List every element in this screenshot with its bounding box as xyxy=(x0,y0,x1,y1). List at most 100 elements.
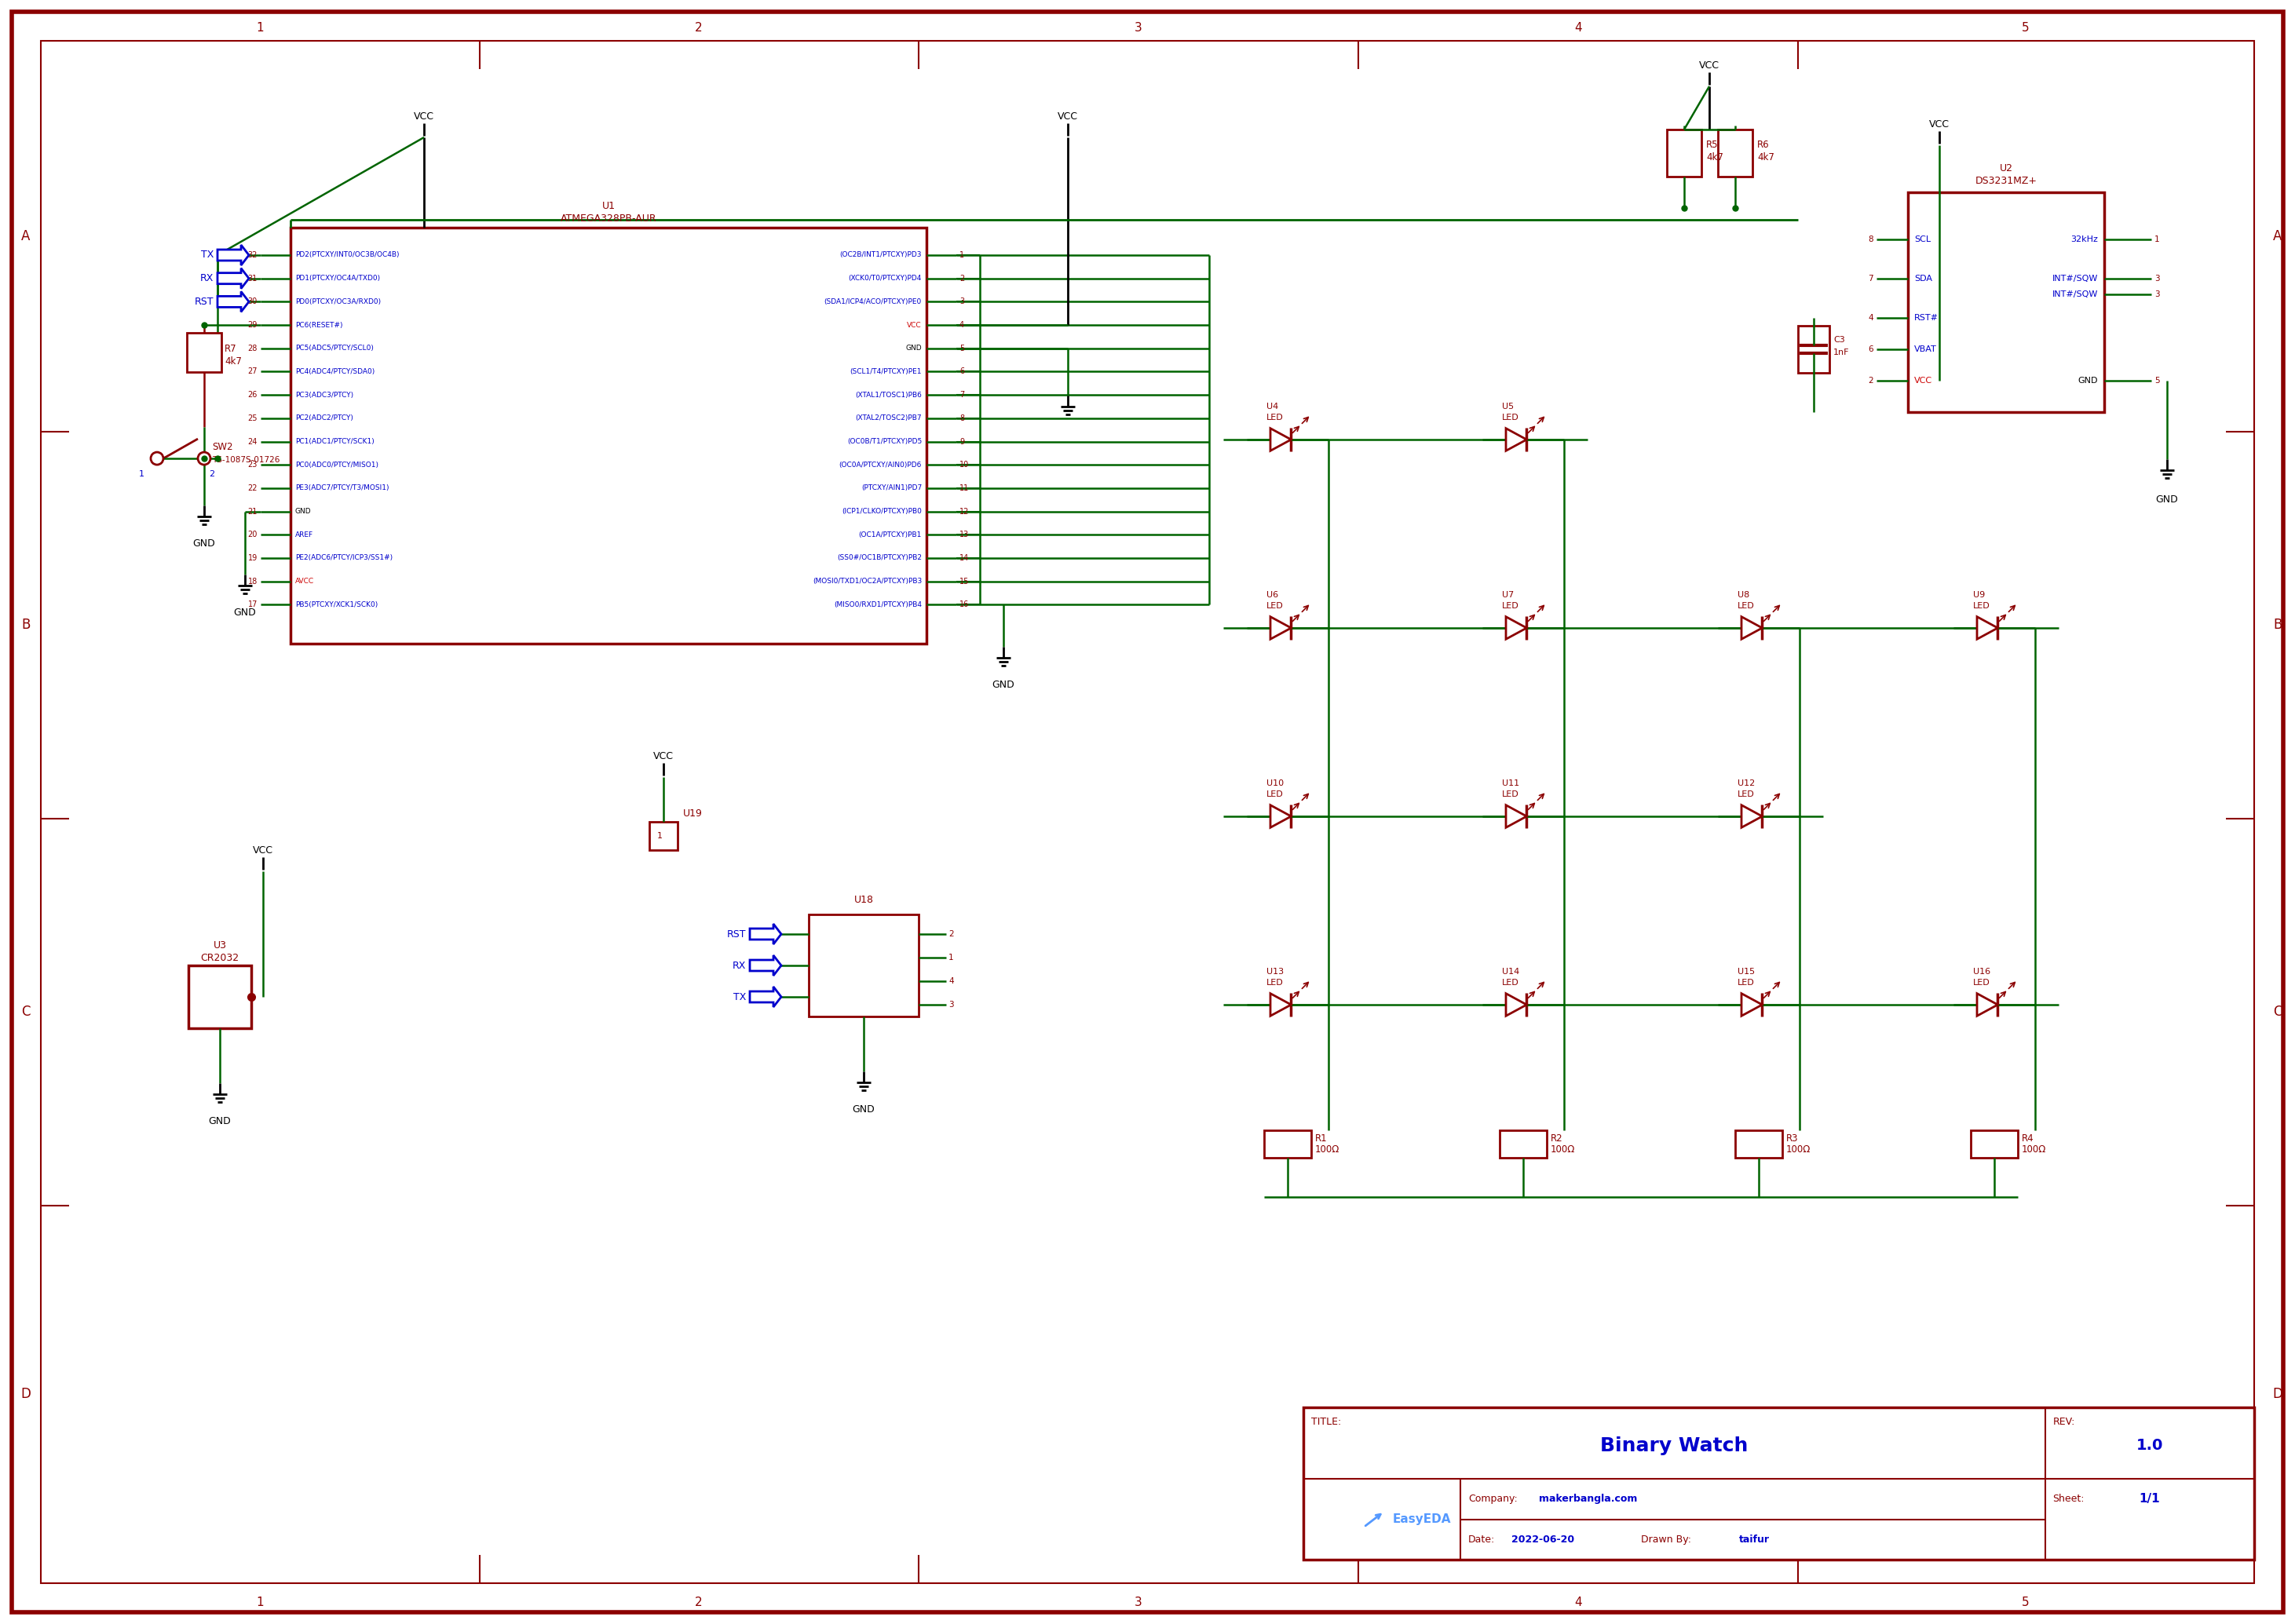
Polygon shape xyxy=(1271,617,1292,640)
Text: C: C xyxy=(2274,1005,2281,1018)
Text: 1nF: 1nF xyxy=(1834,349,1850,356)
Text: 5: 5 xyxy=(2022,21,2029,34)
Text: (ICP1/CLKO/PTCXY)PB0: (ICP1/CLKO/PTCXY)PB0 xyxy=(842,508,923,515)
Bar xyxy=(188,965,250,1028)
Bar xyxy=(1797,326,1829,374)
Text: 100Ω: 100Ω xyxy=(1315,1143,1340,1155)
Text: VCC: VCC xyxy=(413,112,434,122)
Text: 6: 6 xyxy=(1868,346,1873,352)
Text: A: A xyxy=(21,229,30,244)
Text: LED: LED xyxy=(1737,979,1756,987)
Text: (OC0B/T1/PTCXY)PD5: (OC0B/T1/PTCXY)PD5 xyxy=(847,438,923,445)
Text: U6: U6 xyxy=(1267,591,1278,599)
Text: 4: 4 xyxy=(1574,21,1581,34)
Text: U19: U19 xyxy=(684,809,702,818)
Polygon shape xyxy=(750,987,780,1007)
Polygon shape xyxy=(750,924,780,944)
Text: R1: R1 xyxy=(1315,1134,1327,1143)
Text: GND: GND xyxy=(209,1116,232,1127)
Text: LED: LED xyxy=(1737,603,1756,611)
Text: Company:: Company: xyxy=(1469,1494,1517,1504)
Text: 1: 1 xyxy=(959,252,964,258)
Text: 1/1: 1/1 xyxy=(2139,1492,2160,1505)
Text: LED: LED xyxy=(1974,979,1990,987)
Text: (MOSI0/TXD1/OC2A/PTCXY)PB3: (MOSI0/TXD1/OC2A/PTCXY)PB3 xyxy=(812,578,923,585)
Text: Date:: Date: xyxy=(1469,1535,1494,1544)
Text: U18: U18 xyxy=(854,895,874,906)
Text: R5: R5 xyxy=(1705,140,1719,151)
Text: 21: 21 xyxy=(248,507,257,515)
Text: PE3(ADC7/PTCY/T3/MOSI1): PE3(ADC7/PTCY/T3/MOSI1) xyxy=(296,484,390,492)
Bar xyxy=(649,822,677,849)
Text: 4: 4 xyxy=(948,978,955,986)
Text: INT#/SQW: INT#/SQW xyxy=(2052,291,2098,299)
Text: 2: 2 xyxy=(695,1596,702,1608)
Text: RX: RX xyxy=(200,273,213,284)
Polygon shape xyxy=(1506,806,1526,828)
Bar xyxy=(808,914,918,1017)
Text: 3: 3 xyxy=(2155,291,2160,299)
Text: 14: 14 xyxy=(959,554,968,562)
Text: R7: R7 xyxy=(225,343,236,354)
Text: 3: 3 xyxy=(948,1000,955,1009)
Text: U1: U1 xyxy=(601,200,615,211)
Text: LED: LED xyxy=(1267,791,1283,799)
Text: 3: 3 xyxy=(1134,21,1143,34)
Text: U3: U3 xyxy=(213,940,227,952)
Text: makerbangla.com: makerbangla.com xyxy=(1538,1494,1636,1504)
Text: U8: U8 xyxy=(1737,591,1749,599)
Text: LED: LED xyxy=(1501,414,1519,422)
Text: (XTAL2/TOSC2)PB7: (XTAL2/TOSC2)PB7 xyxy=(856,414,923,422)
Bar xyxy=(1499,1130,1547,1158)
Text: LED: LED xyxy=(1267,414,1283,422)
Text: D: D xyxy=(2272,1387,2284,1402)
Polygon shape xyxy=(1506,429,1526,451)
Text: 2022-06-20: 2022-06-20 xyxy=(1512,1535,1574,1544)
Polygon shape xyxy=(218,291,248,312)
Text: TITLE:: TITLE: xyxy=(1310,1416,1340,1427)
Text: TX: TX xyxy=(732,992,746,1002)
Text: U13: U13 xyxy=(1267,968,1283,976)
Text: 1: 1 xyxy=(138,471,145,477)
Text: 100Ω: 100Ω xyxy=(2022,1143,2047,1155)
Polygon shape xyxy=(750,955,780,976)
Text: CR2032: CR2032 xyxy=(200,953,239,963)
Polygon shape xyxy=(1506,994,1526,1017)
Text: EasyEDA: EasyEDA xyxy=(1393,1514,1450,1525)
Text: 3: 3 xyxy=(1134,1596,1143,1608)
Text: (SS0#/OC1B/PTCXY)PB2: (SS0#/OC1B/PTCXY)PB2 xyxy=(838,554,923,562)
Polygon shape xyxy=(218,268,248,289)
Text: 16: 16 xyxy=(959,601,968,609)
Text: R2: R2 xyxy=(1551,1134,1563,1143)
Text: 7: 7 xyxy=(959,391,964,400)
Polygon shape xyxy=(1976,617,1997,640)
Text: 23: 23 xyxy=(248,461,257,469)
Text: RST: RST xyxy=(195,297,213,307)
Text: LED: LED xyxy=(1737,791,1756,799)
Text: LED: LED xyxy=(1267,979,1283,987)
Text: 17: 17 xyxy=(248,601,257,609)
Text: LED: LED xyxy=(1501,791,1519,799)
Bar xyxy=(1907,192,2105,412)
Text: PC3(ADC3/PTCY): PC3(ADC3/PTCY) xyxy=(296,391,353,398)
Text: U12: U12 xyxy=(1737,780,1756,788)
Text: U5: U5 xyxy=(1501,403,1515,411)
Text: 100Ω: 100Ω xyxy=(1551,1143,1574,1155)
Text: (SCL1/T4/PTCXY)PE1: (SCL1/T4/PTCXY)PE1 xyxy=(849,369,923,375)
Bar xyxy=(1304,1408,2254,1559)
Text: TS-1087S-01726: TS-1087S-01726 xyxy=(211,456,280,464)
Text: 7: 7 xyxy=(1868,274,1873,283)
Text: VCC: VCC xyxy=(654,752,675,762)
Text: PC2(ADC2/PTCY): PC2(ADC2/PTCY) xyxy=(296,414,353,422)
Text: GND: GND xyxy=(991,680,1014,690)
Text: (XTAL1/TOSC1)PB6: (XTAL1/TOSC1)PB6 xyxy=(856,391,923,398)
Text: U15: U15 xyxy=(1737,968,1756,976)
Text: 29: 29 xyxy=(248,322,257,330)
Text: LED: LED xyxy=(1501,979,1519,987)
Text: (PTCXY/AIN1)PD7: (PTCXY/AIN1)PD7 xyxy=(861,484,923,492)
Text: 11: 11 xyxy=(959,484,968,492)
Circle shape xyxy=(151,451,163,464)
Text: (SDA1/ICP4/ACO/PTCXY)PE0: (SDA1/ICP4/ACO/PTCXY)PE0 xyxy=(824,299,923,305)
Text: SCL: SCL xyxy=(1914,235,1930,244)
Text: U7: U7 xyxy=(1501,591,1515,599)
